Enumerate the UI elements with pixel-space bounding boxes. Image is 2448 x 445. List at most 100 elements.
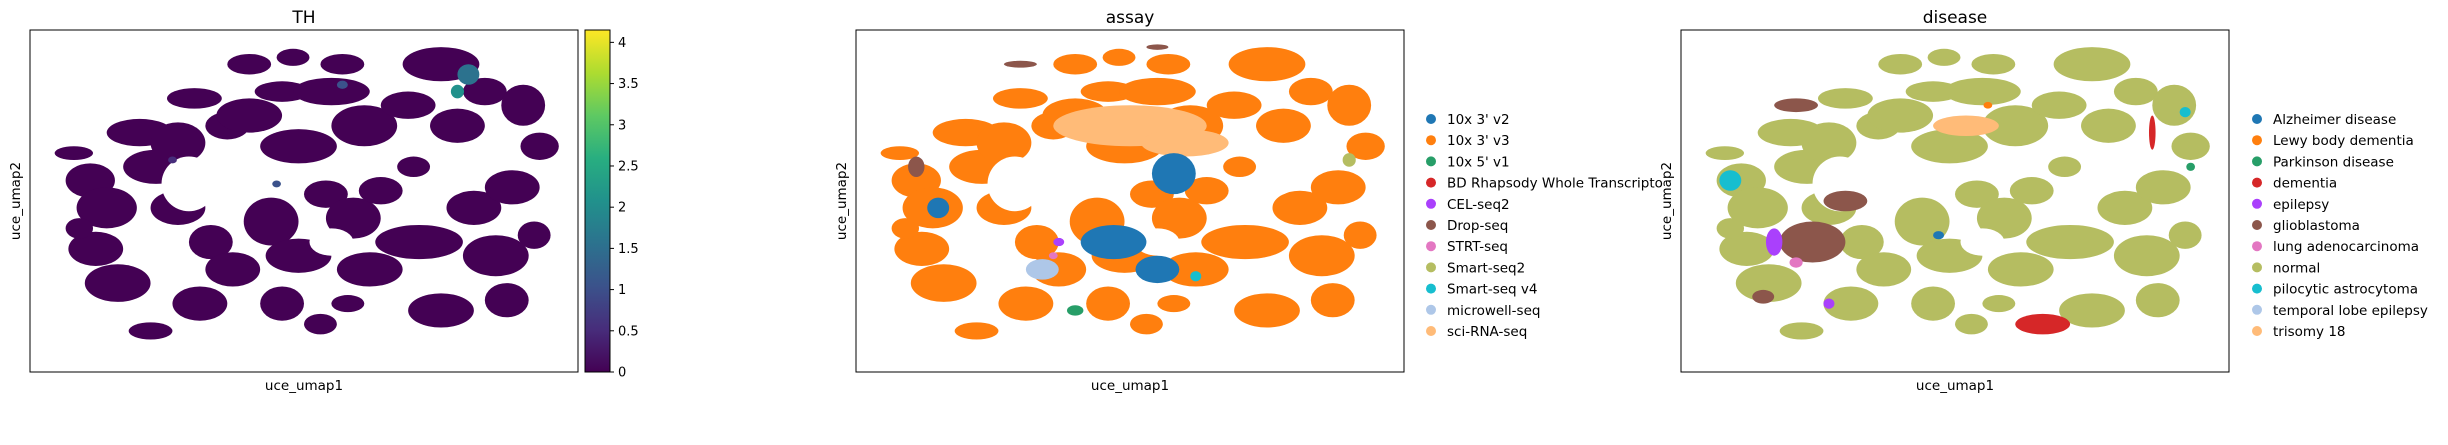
legend-marker — [1426, 135, 1436, 146]
cell-cluster — [2168, 221, 2202, 249]
cell-cluster — [76, 187, 137, 229]
empty-region — [987, 156, 1043, 212]
panel-disease: disease uce_umap1 uce_umap2 Alzheimer di… — [1659, 8, 2428, 394]
cell-cluster — [320, 53, 365, 75]
disease-point-cloud — [1705, 47, 2210, 340]
colorbar-tick-label: 1.5 — [618, 242, 639, 257]
cell-cluster — [1839, 224, 1884, 260]
legend-marker — [2252, 283, 2262, 294]
legend-label: lung adenocarcinoma — [2273, 239, 2419, 255]
cell-cluster — [2048, 156, 2082, 178]
cell-cluster — [304, 180, 348, 208]
cell-cluster — [397, 156, 431, 178]
cell-cluster — [1228, 47, 1306, 82]
cell-cluster — [1982, 295, 2016, 313]
cell-cluster — [976, 122, 1032, 164]
panel-title: disease — [1923, 8, 1988, 28]
disease-patch — [2015, 313, 2071, 335]
cell-cluster — [2009, 177, 2054, 205]
assay-patch — [1053, 237, 1065, 247]
legend-label: CEL-seq2 — [1447, 197, 1510, 213]
high-expression-spot — [457, 64, 480, 85]
cell-cluster — [430, 108, 485, 143]
cell-cluster — [254, 81, 310, 102]
assay-patch — [927, 197, 950, 219]
cell-cluster — [2097, 190, 2153, 225]
cell-cluster — [954, 322, 999, 340]
assay-patch — [1048, 252, 1058, 260]
assay-patch — [1342, 153, 1356, 167]
colorbar-tick-label: 4 — [618, 36, 626, 51]
x-axis-label: uce_umap1 — [265, 378, 343, 394]
legend-marker — [2252, 262, 2262, 273]
cell-cluster — [1955, 313, 1988, 335]
cell-cluster — [993, 88, 1048, 109]
cell-cluster — [1976, 197, 2032, 239]
legend-label: Smart-seq v4 — [1447, 282, 1538, 298]
disease-patch — [1823, 298, 1835, 309]
cell-cluster — [1288, 235, 1355, 277]
cell-cluster — [1102, 48, 1136, 66]
cell-cluster — [84, 264, 151, 302]
legend-marker — [2252, 198, 2262, 209]
cell-cluster — [205, 252, 261, 287]
cell-cluster — [2113, 235, 2180, 277]
cell-cluster — [1343, 221, 1377, 249]
cell-cluster — [304, 313, 337, 335]
cell-cluster — [276, 48, 310, 66]
legend-marker — [1426, 114, 1436, 124]
cell-cluster — [2031, 91, 2087, 119]
legend-marker — [1426, 156, 1436, 167]
cell-cluster — [894, 231, 950, 266]
legend-label: 10x 3' v3 — [1447, 133, 1510, 149]
legend-label: Drop-seq — [1447, 218, 1508, 234]
cell-cluster — [1867, 98, 1934, 133]
legend-label: microwell-seq — [1447, 303, 1540, 319]
cell-cluster — [1206, 91, 1262, 119]
cell-cluster — [1856, 252, 1912, 287]
cell-cluster — [462, 235, 529, 277]
cell-cluster — [1905, 81, 1961, 102]
empty-region — [1069, 163, 1103, 191]
cell-cluster — [68, 231, 124, 266]
cell-cluster — [1310, 170, 1366, 205]
cell-cluster — [216, 98, 283, 133]
cell-cluster — [128, 322, 173, 340]
cell-cluster — [2152, 84, 2197, 126]
cell-cluster — [1727, 187, 1788, 229]
disease-patch — [1933, 231, 1945, 240]
legend-label: temporal lobe epilepsy — [2273, 303, 2428, 319]
cell-cluster — [331, 295, 365, 313]
legend-label: dementia — [2273, 176, 2337, 192]
high-expression-spot — [168, 156, 177, 164]
assay-patch — [1003, 60, 1037, 68]
cell-cluster — [336, 252, 403, 287]
legend-marker — [1426, 262, 1436, 273]
legend-label: epilepsy — [2273, 197, 2329, 213]
cell-cluster — [1256, 108, 1311, 143]
axes-frame — [1680, 29, 2230, 373]
cell-cluster — [1014, 224, 1059, 260]
empty-region — [1250, 171, 1295, 196]
cell-cluster — [484, 283, 529, 318]
colorbar-gradient — [584, 29, 611, 373]
empty-region — [1894, 163, 1928, 191]
cell-cluster — [1818, 88, 1873, 109]
legend-marker — [1426, 220, 1436, 230]
cell-cluster — [1911, 129, 1988, 164]
disease-patch — [2186, 162, 2196, 171]
cell-cluster — [2059, 293, 2125, 328]
colorbar-tick-label: 0.5 — [618, 324, 639, 339]
cell-cluster — [520, 132, 559, 160]
cell-cluster — [167, 88, 222, 109]
cell-cluster — [260, 286, 304, 321]
disease-patch — [1933, 115, 1999, 137]
cell-cluster — [1823, 286, 1879, 321]
cell-cluster — [1911, 286, 1955, 321]
panel-title: assay — [1106, 8, 1155, 28]
cell-cluster — [1086, 286, 1130, 321]
panel-title: TH — [291, 8, 315, 28]
legend-label: trisomy 18 — [2273, 324, 2346, 340]
